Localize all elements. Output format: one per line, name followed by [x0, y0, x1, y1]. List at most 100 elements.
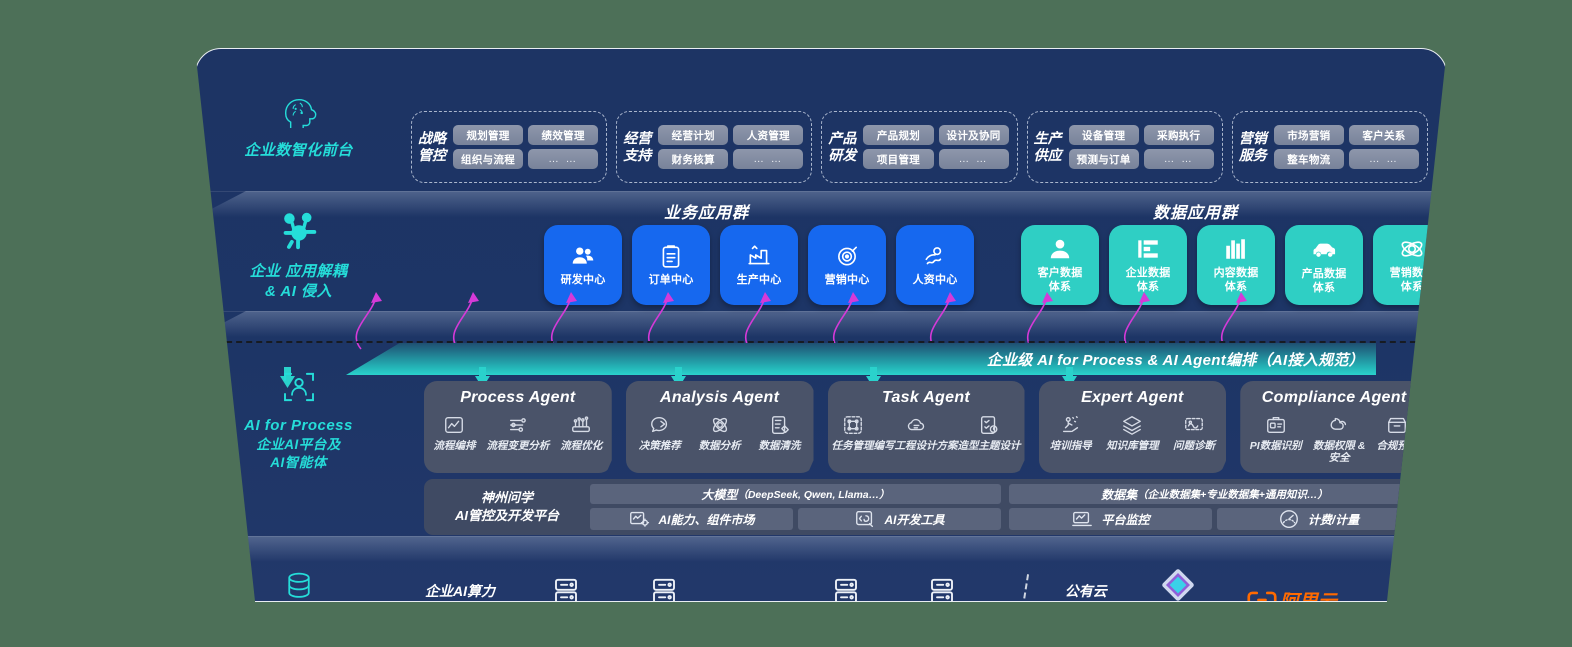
agent-feature-label: 流程变更分析	[486, 440, 550, 452]
infra-node[interactable]: AI一体机	[823, 576, 869, 601]
agent-feature[interactable]: 造型主题设计	[958, 414, 1021, 452]
agent-feature[interactable]: 决策推荐	[639, 414, 681, 452]
app-card[interactable]: 企业数据 体系	[1109, 225, 1187, 305]
band-separator	[196, 536, 1446, 537]
front-office-chip[interactable]: 项目管理	[863, 149, 934, 169]
app-card[interactable]: 生产中心	[720, 225, 798, 305]
rail-ai-label-cn1: 企业AI平台及	[256, 436, 341, 452]
agent-card-title: Expert Agent	[1081, 389, 1184, 406]
monitor-icon	[1071, 508, 1093, 530]
agent-card[interactable]: Process Agent 流程编排 流程变更分析 流程优化	[424, 381, 612, 474]
platform-cell[interactable]: 平台监控	[1009, 508, 1212, 530]
front-office-chip[interactable]: 财务核算	[658, 149, 729, 169]
dashed-divider	[1018, 574, 1029, 601]
platform-cell[interactable]: AI开发工具	[798, 508, 1001, 530]
front-office-chip[interactable]: 组织与流程	[453, 149, 524, 169]
front-office-group[interactable]: 经营 支持 经营计划 人资管理 财务核算… …	[616, 111, 813, 183]
front-office-chip[interactable]: 市场营销	[1273, 125, 1344, 145]
front-office-chip[interactable]: 预测与订单	[1068, 149, 1139, 169]
front-office-chip[interactable]: 人资管理	[733, 125, 804, 145]
front-office-chip[interactable]: 规划管理	[453, 125, 524, 145]
front-office-group[interactable]: 营销 服务 市场营销 客户关系 整车物流… …	[1231, 111, 1429, 183]
platform-dataset-bar[interactable]: 数据集 （企业数据集+专业数据集+通用知识…）	[1009, 484, 1420, 504]
app-card[interactable]: 产品数据 体系	[1285, 225, 1363, 305]
front-office-chip[interactable]: 经营计划	[658, 125, 729, 145]
infra-node[interactable]: 数据中心	[543, 576, 589, 601]
smart-vision-logo	[1161, 568, 1195, 601]
platform-cell-label: AI能力、组件市场	[658, 512, 755, 527]
agent-feature[interactable]: 合规预警	[1376, 414, 1418, 452]
person-chart-icon	[922, 243, 948, 269]
front-office-chip[interactable]: … …	[528, 149, 599, 169]
agent-feature[interactable]: 流程编排	[433, 414, 475, 452]
agent-feature[interactable]: 知识库管理	[1106, 414, 1159, 452]
front-office-chip[interactable]: 整车物流	[1273, 149, 1344, 169]
platform-llm-bar[interactable]: 大模型 （DeepSeek, Qwen, Llama…）	[590, 484, 1001, 504]
front-office-chip-list: 规划管理 绩效管理 组织与流程… …	[453, 125, 599, 169]
infra-ellipsis-label: … …	[735, 590, 783, 602]
agent-feature[interactable]: PI数据识别	[1250, 414, 1302, 452]
agent-feature[interactable]: 编写工程设计方案	[874, 414, 958, 452]
infra-node[interactable]: AI一体机	[919, 576, 965, 601]
agent-feature[interactable]: 问题诊断	[1173, 414, 1215, 452]
front-office-chip[interactable]: 设备管理	[1068, 125, 1139, 145]
agent-feature-list: 培训指导 知识库管理 问题诊断	[1043, 414, 1223, 452]
rail-front-office-label: 企业数智化前台	[244, 141, 353, 159]
agent-feature[interactable]: 数据清洗	[759, 414, 801, 452]
app-card-label: 产品数据 体系	[1301, 268, 1347, 294]
front-office-chip[interactable]: 客户关系	[1348, 125, 1420, 145]
agent-feature[interactable]: 任务管理	[832, 414, 874, 452]
agent-feature[interactable]: 流程变更分析	[486, 414, 549, 452]
agent-feature[interactable]: 流程优化	[560, 414, 602, 452]
building-icon	[1135, 236, 1161, 262]
app-card-label: 企业数据 体系	[1125, 267, 1171, 293]
vendor-huawei[interactable]: HUAWEI	[1389, 580, 1429, 601]
app-card[interactable]: 客户数据 体系	[1021, 225, 1099, 305]
app-card[interactable]: 人资中心	[896, 225, 974, 305]
front-office-chip[interactable]: … …	[1348, 149, 1420, 169]
app-card[interactable]: 内容数据 体系	[1197, 225, 1275, 305]
agent-feature[interactable]: 数据分析	[699, 414, 741, 452]
app-card-label: 客户数据 体系	[1037, 267, 1083, 293]
platform-llm-sub: （DeepSeek, Qwen, Llama…）	[737, 488, 890, 501]
task-grid-icon	[842, 414, 864, 436]
front-office-group[interactable]: 战略 管控 规划管理 绩效管理 组织与流程… …	[411, 111, 608, 183]
agent-feature[interactable]: 培训指导	[1050, 414, 1092, 452]
app-card[interactable]: 营销中心	[808, 225, 886, 305]
front-office-chip[interactable]: 产品规划	[863, 125, 934, 145]
agent-card[interactable]: Analysis Agent 决策推荐 数据分析 数据清洗	[625, 381, 814, 474]
front-office-chip[interactable]: … …	[1143, 149, 1214, 169]
front-office-group-title: 战略 管控	[418, 129, 446, 163]
infra-text-item[interactable]: 公有云算力	[1065, 582, 1107, 601]
agent-card[interactable]: Compliance Agent PI数据识别 数据权限 & 安全 合规预警	[1240, 381, 1428, 474]
front-office-chip[interactable]: … …	[938, 149, 1009, 169]
front-office-chip[interactable]: 设计及协同	[938, 125, 1009, 145]
server-icon	[927, 576, 957, 601]
infra-text-item[interactable]: 企业AI算力或AI一体机	[425, 582, 495, 601]
agent-card[interactable]: Expert Agent 培训指导 知识库管理 问题诊断	[1038, 381, 1227, 474]
person-scan-icon	[278, 366, 320, 408]
front-office-chip[interactable]: 绩效管理	[528, 125, 599, 145]
infra-ellipsis[interactable]: … …	[735, 590, 783, 602]
platform-cell[interactable]: AI能力、组件市场	[590, 508, 793, 530]
band-separator	[196, 191, 1446, 192]
infra-node[interactable]: 数据中心	[641, 576, 687, 601]
front-office-group-title: 生产 供应	[1033, 129, 1062, 163]
business-cards: 研发中心 订单中心 生产中心 营销中心 人资中心	[544, 225, 974, 305]
flow-chart-icon	[443, 414, 465, 436]
agent-feature[interactable]: 数据权限 & 安全	[1313, 414, 1365, 464]
agent-card[interactable]: Task Agent 任务管理 编写工程设计方案 造型主题设计	[827, 381, 1025, 474]
front-office-group[interactable]: 产品 研发 产品规划 设计及协同 项目管理… …	[821, 111, 1018, 183]
alert-box-icon	[1386, 414, 1408, 436]
server-icon	[831, 576, 861, 601]
front-office-chip[interactable]: 采购执行	[1143, 125, 1214, 145]
vendor-smart-vision[interactable]: 神州问学 Smart Vision	[1149, 568, 1207, 601]
front-office-group[interactable]: 生产 供应 设备管理 采购执行 预测与订单… …	[1026, 111, 1223, 183]
data-group-title: 数据应用群	[1153, 205, 1239, 222]
app-card[interactable]: 营销数据 体系	[1373, 225, 1446, 305]
app-card[interactable]: 订单中心	[632, 225, 710, 305]
front-office-chip[interactable]: … …	[733, 149, 804, 169]
platform-cell[interactable]: 计费/计量	[1217, 508, 1420, 530]
app-card[interactable]: 研发中心	[544, 225, 622, 305]
vendor-aliyun[interactable]: 阿里云	[1247, 587, 1337, 601]
